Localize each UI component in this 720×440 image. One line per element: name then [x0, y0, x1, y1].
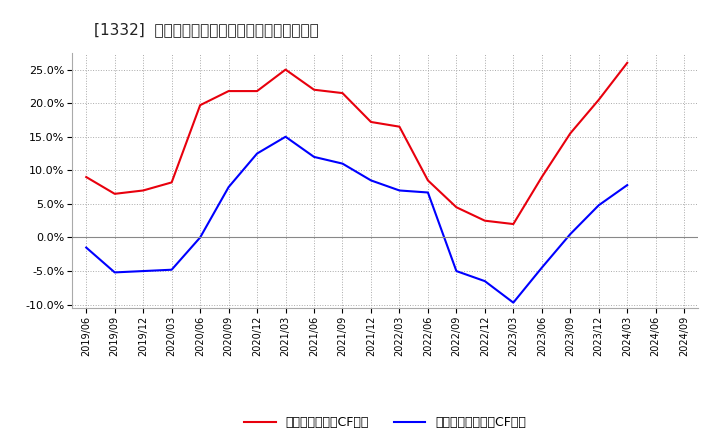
- Line: 有利子負債営業CF比率: 有利子負債営業CF比率: [86, 63, 627, 224]
- 有利子負債フリーCF比率: [110, 270, 119, 275]
- 有利子負債フリーCF比率: [566, 231, 575, 237]
- 有利子負債営業CF比率: [338, 91, 347, 96]
- Line: 有利子負債フリーCF比率: 有利子負債フリーCF比率: [86, 137, 627, 303]
- 有利子負債フリーCF比率: [480, 279, 489, 284]
- 有利子負債営業CF比率: [423, 178, 432, 183]
- 有利子負債営業CF比率: [196, 103, 204, 108]
- 有利子負債フリーCF比率: [452, 268, 461, 274]
- 有利子負債営業CF比率: [623, 60, 631, 66]
- 有利子負債営業CF比率: [310, 87, 318, 92]
- 有利子負債営業CF比率: [167, 180, 176, 185]
- 有利子負債フリーCF比率: [595, 202, 603, 208]
- 有利子負債営業CF比率: [566, 131, 575, 136]
- 有利子負債フリーCF比率: [167, 267, 176, 272]
- Text: [1332]  有利子負債キャッシュフロー比率の推移: [1332] 有利子負債キャッシュフロー比率の推移: [94, 22, 318, 37]
- 有利子負債営業CF比率: [253, 88, 261, 94]
- 有利子負債営業CF比率: [537, 174, 546, 180]
- 有利子負債フリーCF比率: [82, 245, 91, 250]
- 有利子負債フリーCF比率: [623, 183, 631, 188]
- 有利子負債営業CF比率: [595, 97, 603, 103]
- 有利子負債フリーCF比率: [253, 151, 261, 156]
- 有利子負債営業CF比率: [480, 218, 489, 224]
- 有利子負債営業CF比率: [282, 67, 290, 72]
- 有利子負債フリーCF比率: [310, 154, 318, 160]
- 有利子負債営業CF比率: [366, 119, 375, 125]
- 有利子負債フリーCF比率: [395, 188, 404, 193]
- 有利子負債営業CF比率: [139, 188, 148, 193]
- 有利子負債営業CF比率: [452, 205, 461, 210]
- 有利子負債フリーCF比率: [139, 268, 148, 274]
- 有利子負債フリーCF比率: [225, 184, 233, 190]
- 有利子負債営業CF比率: [225, 88, 233, 94]
- 有利子負債フリーCF比率: [196, 235, 204, 240]
- 有利子負債営業CF比率: [395, 124, 404, 129]
- 有利子負債フリーCF比率: [338, 161, 347, 166]
- 有利子負債フリーCF比率: [282, 134, 290, 139]
- 有利子負債営業CF比率: [509, 221, 518, 227]
- 有利子負債フリーCF比率: [423, 190, 432, 195]
- Legend: 有利子負債営業CF比率, 有利子負債フリーCF比率: 有利子負債営業CF比率, 有利子負債フリーCF比率: [239, 411, 531, 434]
- 有利子負債フリーCF比率: [509, 300, 518, 305]
- 有利子負債営業CF比率: [110, 191, 119, 197]
- 有利子負債フリーCF比率: [537, 265, 546, 270]
- 有利子負債フリーCF比率: [366, 178, 375, 183]
- 有利子負債営業CF比率: [82, 174, 91, 180]
